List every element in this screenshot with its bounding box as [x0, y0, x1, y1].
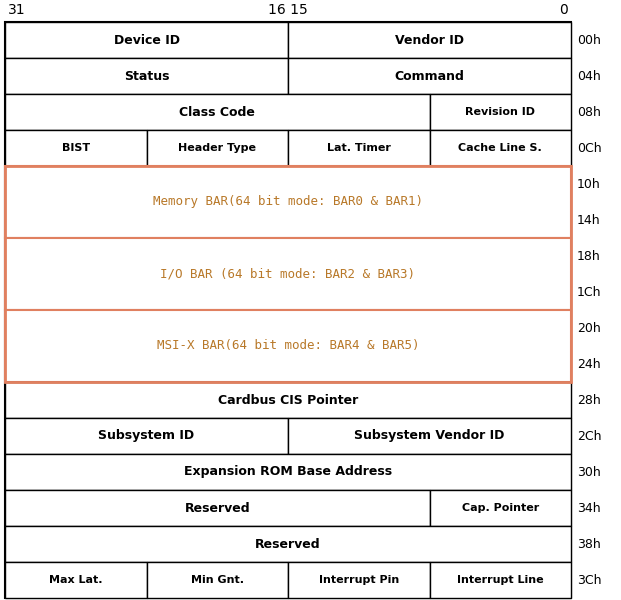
Text: 28h: 28h	[577, 394, 601, 407]
Bar	[288, 562, 430, 598]
Bar	[288, 130, 430, 166]
Bar	[5, 94, 430, 130]
Text: 16 15: 16 15	[268, 3, 308, 17]
Bar	[5, 22, 288, 58]
Bar	[5, 418, 288, 454]
Text: Reserved: Reserved	[184, 502, 250, 514]
Text: Subsystem Vendor ID: Subsystem Vendor ID	[355, 430, 505, 443]
Bar	[430, 94, 571, 130]
Bar	[5, 166, 571, 238]
Text: 34h: 34h	[577, 502, 601, 514]
Text: 08h: 08h	[577, 106, 601, 118]
Text: 0: 0	[560, 3, 568, 17]
Text: Class Code: Class Code	[179, 106, 255, 118]
Bar	[147, 130, 288, 166]
Text: 20h: 20h	[577, 322, 601, 335]
Text: Interrupt Pin: Interrupt Pin	[319, 575, 399, 585]
Text: 14h: 14h	[577, 214, 601, 226]
Text: 31: 31	[8, 3, 25, 17]
Bar	[5, 526, 571, 562]
Text: 18h: 18h	[577, 250, 601, 263]
Bar	[288, 22, 571, 58]
Bar	[5, 310, 571, 382]
Bar	[147, 562, 288, 598]
Bar	[5, 58, 288, 94]
Bar	[288, 58, 571, 94]
Bar	[430, 562, 571, 598]
Text: MSI-X BAR(64 bit mode: BAR4 & BAR5): MSI-X BAR(64 bit mode: BAR4 & BAR5)	[156, 340, 419, 352]
Text: Reserved: Reserved	[255, 538, 321, 551]
Text: I/O BAR (64 bit mode: BAR2 & BAR3): I/O BAR (64 bit mode: BAR2 & BAR3)	[160, 268, 415, 280]
Text: BIST: BIST	[61, 143, 90, 153]
Bar	[288, 418, 571, 454]
Text: 2Ch: 2Ch	[577, 430, 602, 443]
Bar	[5, 490, 430, 526]
Bar	[5, 166, 571, 382]
Bar	[430, 130, 571, 166]
Bar	[5, 130, 147, 166]
Text: Expansion ROM Base Address: Expansion ROM Base Address	[184, 466, 392, 479]
Text: 1Ch: 1Ch	[577, 286, 602, 298]
Text: Cap. Pointer: Cap. Pointer	[461, 503, 539, 513]
Text: 0Ch: 0Ch	[577, 142, 602, 154]
Text: Lat. Timer: Lat. Timer	[327, 143, 391, 153]
Text: 10h: 10h	[577, 178, 601, 191]
Text: Status: Status	[124, 70, 170, 82]
Text: Min Gnt.: Min Gnt.	[191, 575, 244, 585]
Text: Interrupt Line: Interrupt Line	[457, 575, 543, 585]
Text: 38h: 38h	[577, 538, 601, 551]
Bar	[5, 454, 571, 490]
Text: Cardbus CIS Pointer: Cardbus CIS Pointer	[218, 394, 358, 407]
Bar	[430, 490, 571, 526]
Bar	[5, 238, 571, 310]
Text: Vendor ID: Vendor ID	[395, 34, 464, 46]
Text: Command: Command	[394, 70, 465, 82]
Text: Header Type: Header Type	[178, 143, 256, 153]
Bar	[5, 382, 571, 418]
Text: 30h: 30h	[577, 466, 601, 479]
Text: 3Ch: 3Ch	[577, 574, 602, 587]
Text: Memory BAR(64 bit mode: BAR0 & BAR1): Memory BAR(64 bit mode: BAR0 & BAR1)	[153, 196, 423, 208]
Text: Subsystem ID: Subsystem ID	[99, 430, 194, 443]
Text: Max Lat.: Max Lat.	[49, 575, 102, 585]
Bar	[5, 562, 147, 598]
Text: Device ID: Device ID	[114, 34, 179, 46]
Text: 04h: 04h	[577, 70, 601, 82]
Text: 00h: 00h	[577, 34, 601, 46]
Text: Revision ID: Revision ID	[465, 107, 535, 117]
Text: 24h: 24h	[577, 358, 601, 370]
Text: Cache Line S.: Cache Line S.	[458, 143, 542, 153]
